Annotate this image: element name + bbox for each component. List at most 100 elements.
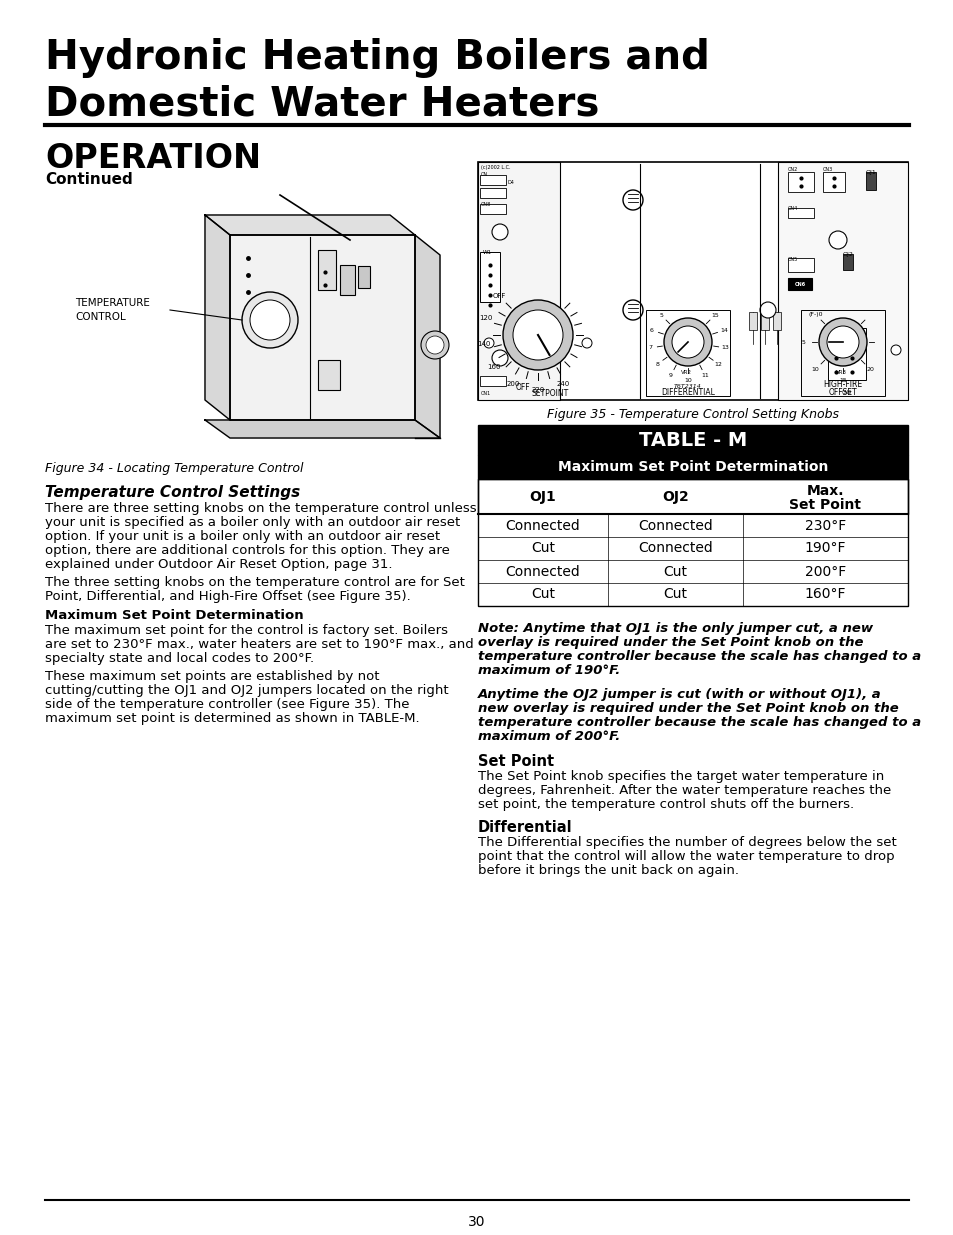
Text: (F-)0: (F-)0 <box>807 312 821 317</box>
Text: These maximum set points are established by not: These maximum set points are established… <box>45 671 379 683</box>
Circle shape <box>581 338 592 348</box>
Text: DIFFERENTIAL: DIFFERENTIAL <box>660 388 714 396</box>
Circle shape <box>242 291 297 348</box>
Text: OFF: OFF <box>516 383 530 391</box>
Bar <box>787 258 813 272</box>
Text: 220: 220 <box>531 387 544 393</box>
Text: Figure 35 - Temperature Control Setting Knobs: Figure 35 - Temperature Control Setting … <box>546 408 838 421</box>
Text: OJ2: OJ2 <box>842 252 853 257</box>
Text: Connected: Connected <box>505 519 579 532</box>
Text: temperature controller because the scale has changed to a: temperature controller because the scale… <box>477 716 921 729</box>
Circle shape <box>890 345 900 354</box>
Text: Note: Anytime that OJ1 is the only jumper cut, a new: Note: Anytime that OJ1 is the only jumpe… <box>477 622 872 635</box>
Circle shape <box>622 300 642 320</box>
Text: point that the control will allow the water temperature to drop: point that the control will allow the wa… <box>477 850 894 863</box>
Text: Figure 34 - Locating Temperature Control: Figure 34 - Locating Temperature Control <box>45 462 303 475</box>
Text: 10: 10 <box>683 378 691 383</box>
Text: 6: 6 <box>649 327 653 332</box>
Text: VR2: VR2 <box>679 370 691 375</box>
Text: 13: 13 <box>720 346 729 351</box>
Text: CN: CN <box>480 172 488 177</box>
Circle shape <box>483 338 494 348</box>
Bar <box>479 204 505 214</box>
Bar <box>317 249 335 290</box>
Text: 160°F: 160°F <box>804 588 845 601</box>
Text: T6T2314: T6T2314 <box>674 384 701 389</box>
Text: option, there are additional controls for this option. They are: option, there are additional controls fo… <box>45 543 450 557</box>
Text: CN3: CN3 <box>822 167 832 172</box>
Text: OFF: OFF <box>492 293 505 299</box>
Bar <box>477 454 907 479</box>
Bar <box>479 375 505 387</box>
Text: maximum of 190°F.: maximum of 190°F. <box>477 664 619 677</box>
Text: 15: 15 <box>710 312 718 317</box>
Text: 160: 160 <box>486 364 499 370</box>
Text: overlay is required under the Set Point knob on the: overlay is required under the Set Point … <box>477 636 862 650</box>
Text: W1: W1 <box>482 249 492 254</box>
Text: Set Point: Set Point <box>477 755 554 769</box>
Bar <box>772 312 781 330</box>
Text: Domestic Water Heaters: Domestic Water Heaters <box>45 85 598 125</box>
Bar <box>778 162 907 400</box>
Bar <box>842 254 852 270</box>
Circle shape <box>250 300 290 340</box>
Polygon shape <box>205 215 230 420</box>
Bar <box>477 425 907 454</box>
Bar <box>477 537 907 559</box>
Text: The Differential specifies the number of degrees below the set: The Differential specifies the number of… <box>477 836 896 848</box>
Text: new overlay is required under the Set Point knob on the: new overlay is required under the Set Po… <box>477 701 898 715</box>
Text: OPERATION: OPERATION <box>45 142 261 175</box>
Text: Cut: Cut <box>662 588 687 601</box>
Text: OJ2: OJ2 <box>661 489 688 504</box>
Text: Temperature Control Settings: Temperature Control Settings <box>45 485 300 500</box>
Text: 140: 140 <box>476 341 490 347</box>
Bar <box>822 172 844 191</box>
Polygon shape <box>415 235 439 438</box>
Text: 8: 8 <box>655 362 659 367</box>
Text: Connected: Connected <box>505 564 579 578</box>
Polygon shape <box>205 215 415 235</box>
Text: The Set Point knob specifies the target water temperature in: The Set Point knob specifies the target … <box>477 769 883 783</box>
Text: Set Point: Set Point <box>789 498 861 513</box>
Text: TABLE - M: TABLE - M <box>639 431 746 450</box>
Bar <box>477 514 907 537</box>
Bar <box>477 479 907 514</box>
Bar <box>787 278 811 290</box>
Circle shape <box>828 231 846 249</box>
Text: temperature controller because the scale has changed to a: temperature controller because the scale… <box>477 650 921 663</box>
Text: The maximum set point for the control is factory set. Boilers: The maximum set point for the control is… <box>45 624 448 637</box>
Text: Anytime the OJ2 jumper is cut (with or without OJ1), a: Anytime the OJ2 jumper is cut (with or w… <box>477 688 881 701</box>
Text: Differential: Differential <box>477 820 572 835</box>
Bar <box>865 172 875 190</box>
Text: 12: 12 <box>714 362 722 367</box>
Text: CN9: CN9 <box>841 390 851 395</box>
Bar <box>477 162 559 400</box>
Bar <box>339 266 355 295</box>
Text: 30: 30 <box>468 1215 485 1229</box>
Bar <box>477 162 907 400</box>
Circle shape <box>420 331 449 359</box>
Text: 200°F: 200°F <box>804 564 845 578</box>
Bar <box>477 479 907 606</box>
Bar <box>479 188 505 198</box>
Bar <box>477 559 907 583</box>
Text: 11: 11 <box>700 373 708 378</box>
Bar <box>787 172 813 191</box>
Text: The three setting knobs on the temperature control are for Set: The three setting knobs on the temperatu… <box>45 576 464 589</box>
Text: TEMPERATURE: TEMPERATURE <box>75 298 150 308</box>
Text: 120: 120 <box>478 315 492 321</box>
Text: Connected: Connected <box>638 541 712 556</box>
Text: are set to 230°F max., water heaters are set to 190°F max., and: are set to 230°F max., water heaters are… <box>45 638 474 651</box>
Circle shape <box>663 317 711 366</box>
Text: side of the temperature controller (see Figure 35). The: side of the temperature controller (see … <box>45 698 409 711</box>
Text: CONTROL: CONTROL <box>75 312 126 322</box>
Text: OJ1: OJ1 <box>865 170 876 175</box>
Text: before it brings the unit back on again.: before it brings the unit back on again. <box>477 864 739 877</box>
Text: 5: 5 <box>801 340 805 345</box>
Bar <box>760 312 768 330</box>
Text: set point, the temperature control shuts off the burners.: set point, the temperature control shuts… <box>477 798 853 811</box>
Circle shape <box>826 326 858 358</box>
Text: cutting/cutting the OJ1 and OJ2 jumpers located on the right: cutting/cutting the OJ1 and OJ2 jumpers … <box>45 684 448 697</box>
Bar <box>787 207 813 219</box>
Text: HIGH-FIRE: HIGH-FIRE <box>822 380 862 389</box>
